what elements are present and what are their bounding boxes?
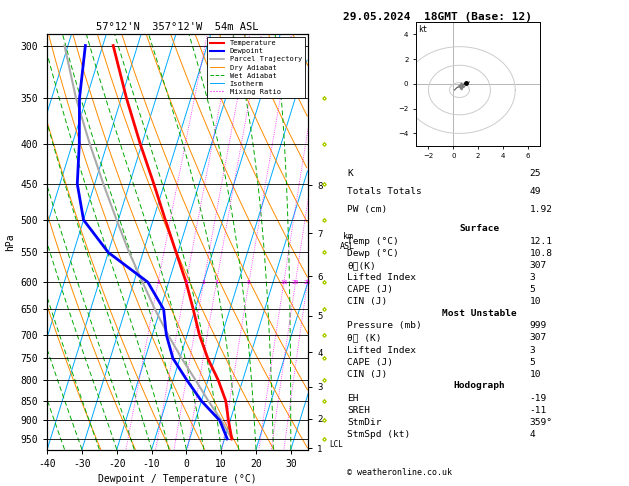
Text: kt: kt	[418, 25, 428, 34]
Title: 57°12'N  357°12'W  54m ASL: 57°12'N 357°12'W 54m ASL	[96, 22, 259, 32]
Text: 12.1: 12.1	[530, 237, 553, 246]
Text: 1.92: 1.92	[530, 205, 553, 214]
Text: LCL: LCL	[329, 440, 343, 449]
Text: 10.8: 10.8	[530, 249, 553, 258]
Text: Most Unstable: Most Unstable	[442, 309, 516, 318]
Text: 10: 10	[530, 370, 541, 379]
Text: CAPE (J): CAPE (J)	[347, 358, 393, 367]
Text: 2: 2	[184, 279, 188, 285]
Legend: Temperature, Dewpoint, Parcel Trajectory, Dry Adiabat, Wet Adiabat, Isotherm, Mi: Temperature, Dewpoint, Parcel Trajectory…	[208, 37, 304, 98]
Text: K: K	[347, 169, 353, 178]
Text: Totals Totals: Totals Totals	[347, 187, 422, 196]
Text: 307: 307	[530, 333, 547, 343]
Text: 307: 307	[530, 261, 547, 270]
Text: Lifted Index: Lifted Index	[347, 346, 416, 355]
Text: 3: 3	[530, 273, 535, 282]
Text: 359°: 359°	[530, 418, 553, 427]
Text: 4: 4	[530, 430, 535, 439]
Text: CIN (J): CIN (J)	[347, 370, 387, 379]
Text: 3: 3	[202, 279, 206, 285]
Text: -11: -11	[530, 406, 547, 415]
Text: -19: -19	[530, 394, 547, 403]
Text: 25: 25	[530, 169, 541, 178]
Text: 20: 20	[292, 279, 299, 285]
Text: Surface: Surface	[459, 224, 499, 233]
Text: 10: 10	[530, 297, 541, 307]
Y-axis label: hPa: hPa	[5, 233, 15, 251]
Text: Dewp (°C): Dewp (°C)	[347, 249, 399, 258]
Text: Temp (°C): Temp (°C)	[347, 237, 399, 246]
Text: EH: EH	[347, 394, 359, 403]
Text: StmSpd (kt): StmSpd (kt)	[347, 430, 411, 439]
Text: 16: 16	[280, 279, 287, 285]
Text: 8: 8	[247, 279, 251, 285]
Text: 49: 49	[530, 187, 541, 196]
Text: Pressure (mb): Pressure (mb)	[347, 321, 422, 330]
Y-axis label: km
ASL: km ASL	[340, 232, 355, 251]
Text: 4: 4	[214, 279, 218, 285]
Text: 1: 1	[156, 279, 160, 285]
Text: Lifted Index: Lifted Index	[347, 273, 416, 282]
Text: © weatheronline.co.uk: © weatheronline.co.uk	[347, 468, 452, 477]
Text: 29.05.2024  18GMT (Base: 12): 29.05.2024 18GMT (Base: 12)	[343, 12, 532, 22]
X-axis label: Dewpoint / Temperature (°C): Dewpoint / Temperature (°C)	[98, 474, 257, 484]
Text: θᴇ (K): θᴇ (K)	[347, 333, 382, 343]
Text: StmDir: StmDir	[347, 418, 382, 427]
Text: CIN (J): CIN (J)	[347, 297, 387, 307]
Text: 25: 25	[304, 279, 311, 285]
Text: Hodograph: Hodograph	[454, 381, 505, 390]
Text: 999: 999	[530, 321, 547, 330]
Text: 5: 5	[530, 358, 535, 367]
Text: θᴇ(K): θᴇ(K)	[347, 261, 376, 270]
Text: CAPE (J): CAPE (J)	[347, 285, 393, 295]
Text: SREH: SREH	[347, 406, 370, 415]
Text: PW (cm): PW (cm)	[347, 205, 387, 214]
Text: 5: 5	[530, 285, 535, 295]
Text: 3: 3	[530, 346, 535, 355]
